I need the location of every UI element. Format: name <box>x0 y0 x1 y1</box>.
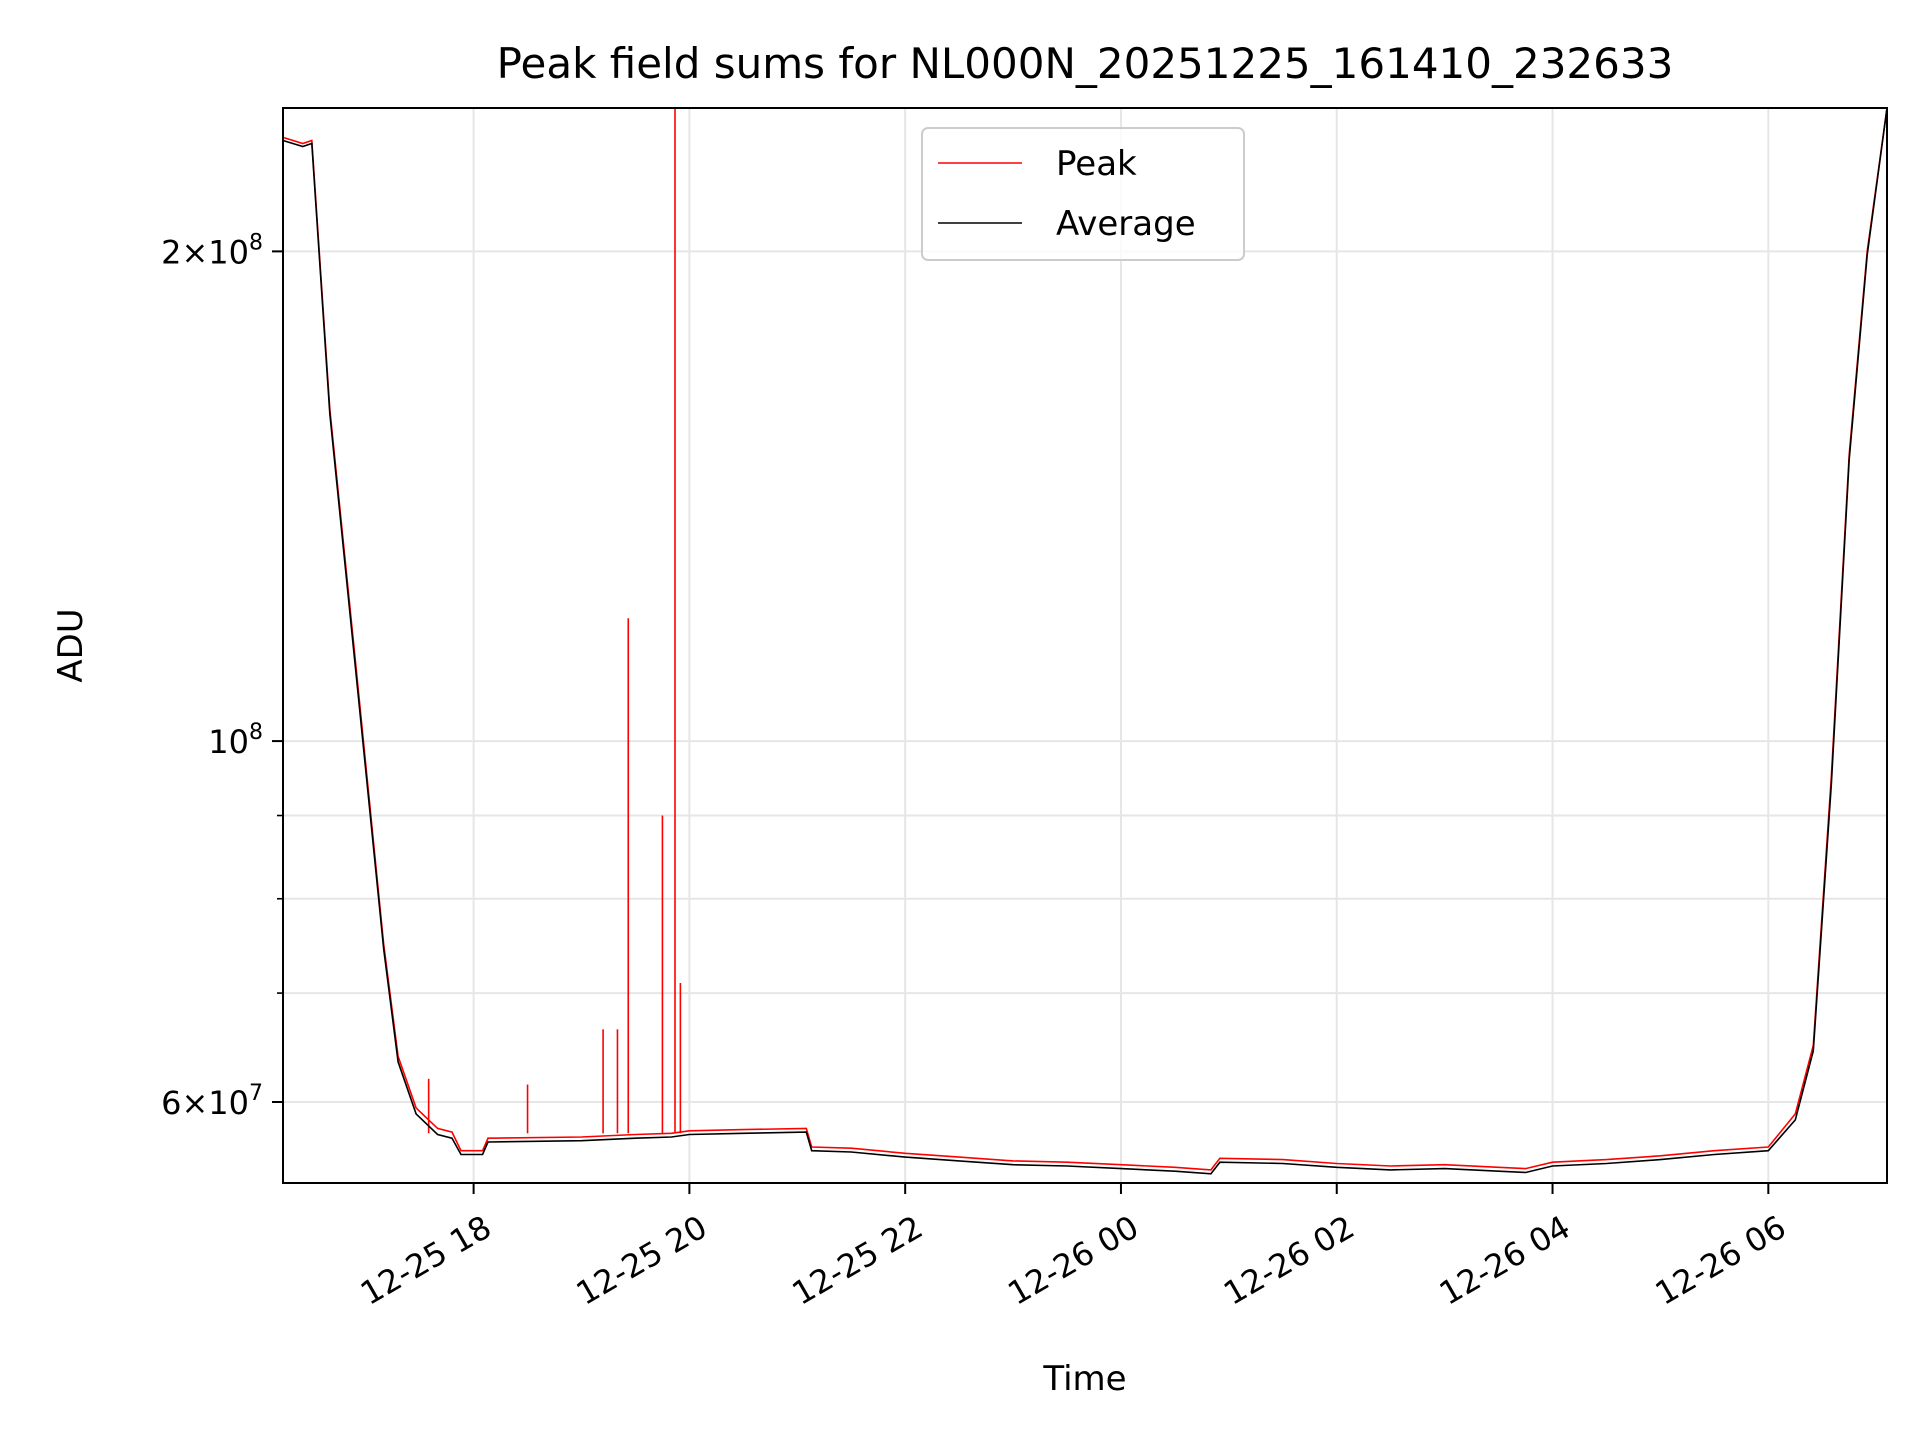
series-lines <box>282 107 1888 1175</box>
y-axis-label: ADU <box>51 608 91 682</box>
legend: Peak Average <box>921 127 1245 261</box>
y-tick-label: 6×107 <box>161 1081 263 1122</box>
legend-label-average: Average <box>1056 204 1196 244</box>
chart-title: Peak field sums for NL000N_20251225_1614… <box>497 39 1674 88</box>
legend-label-peak: Peak <box>1056 144 1137 184</box>
plot-frame <box>282 107 1888 1184</box>
grid-lines <box>283 108 1887 1183</box>
y-tick-label: 108 <box>208 720 263 761</box>
y-tick-label: 2×108 <box>161 230 263 271</box>
legend-box <box>921 127 1245 261</box>
series-line-peak <box>282 107 1888 1171</box>
x-axis-label: Time <box>1042 1359 1126 1399</box>
series-line-average <box>282 107 1888 1175</box>
